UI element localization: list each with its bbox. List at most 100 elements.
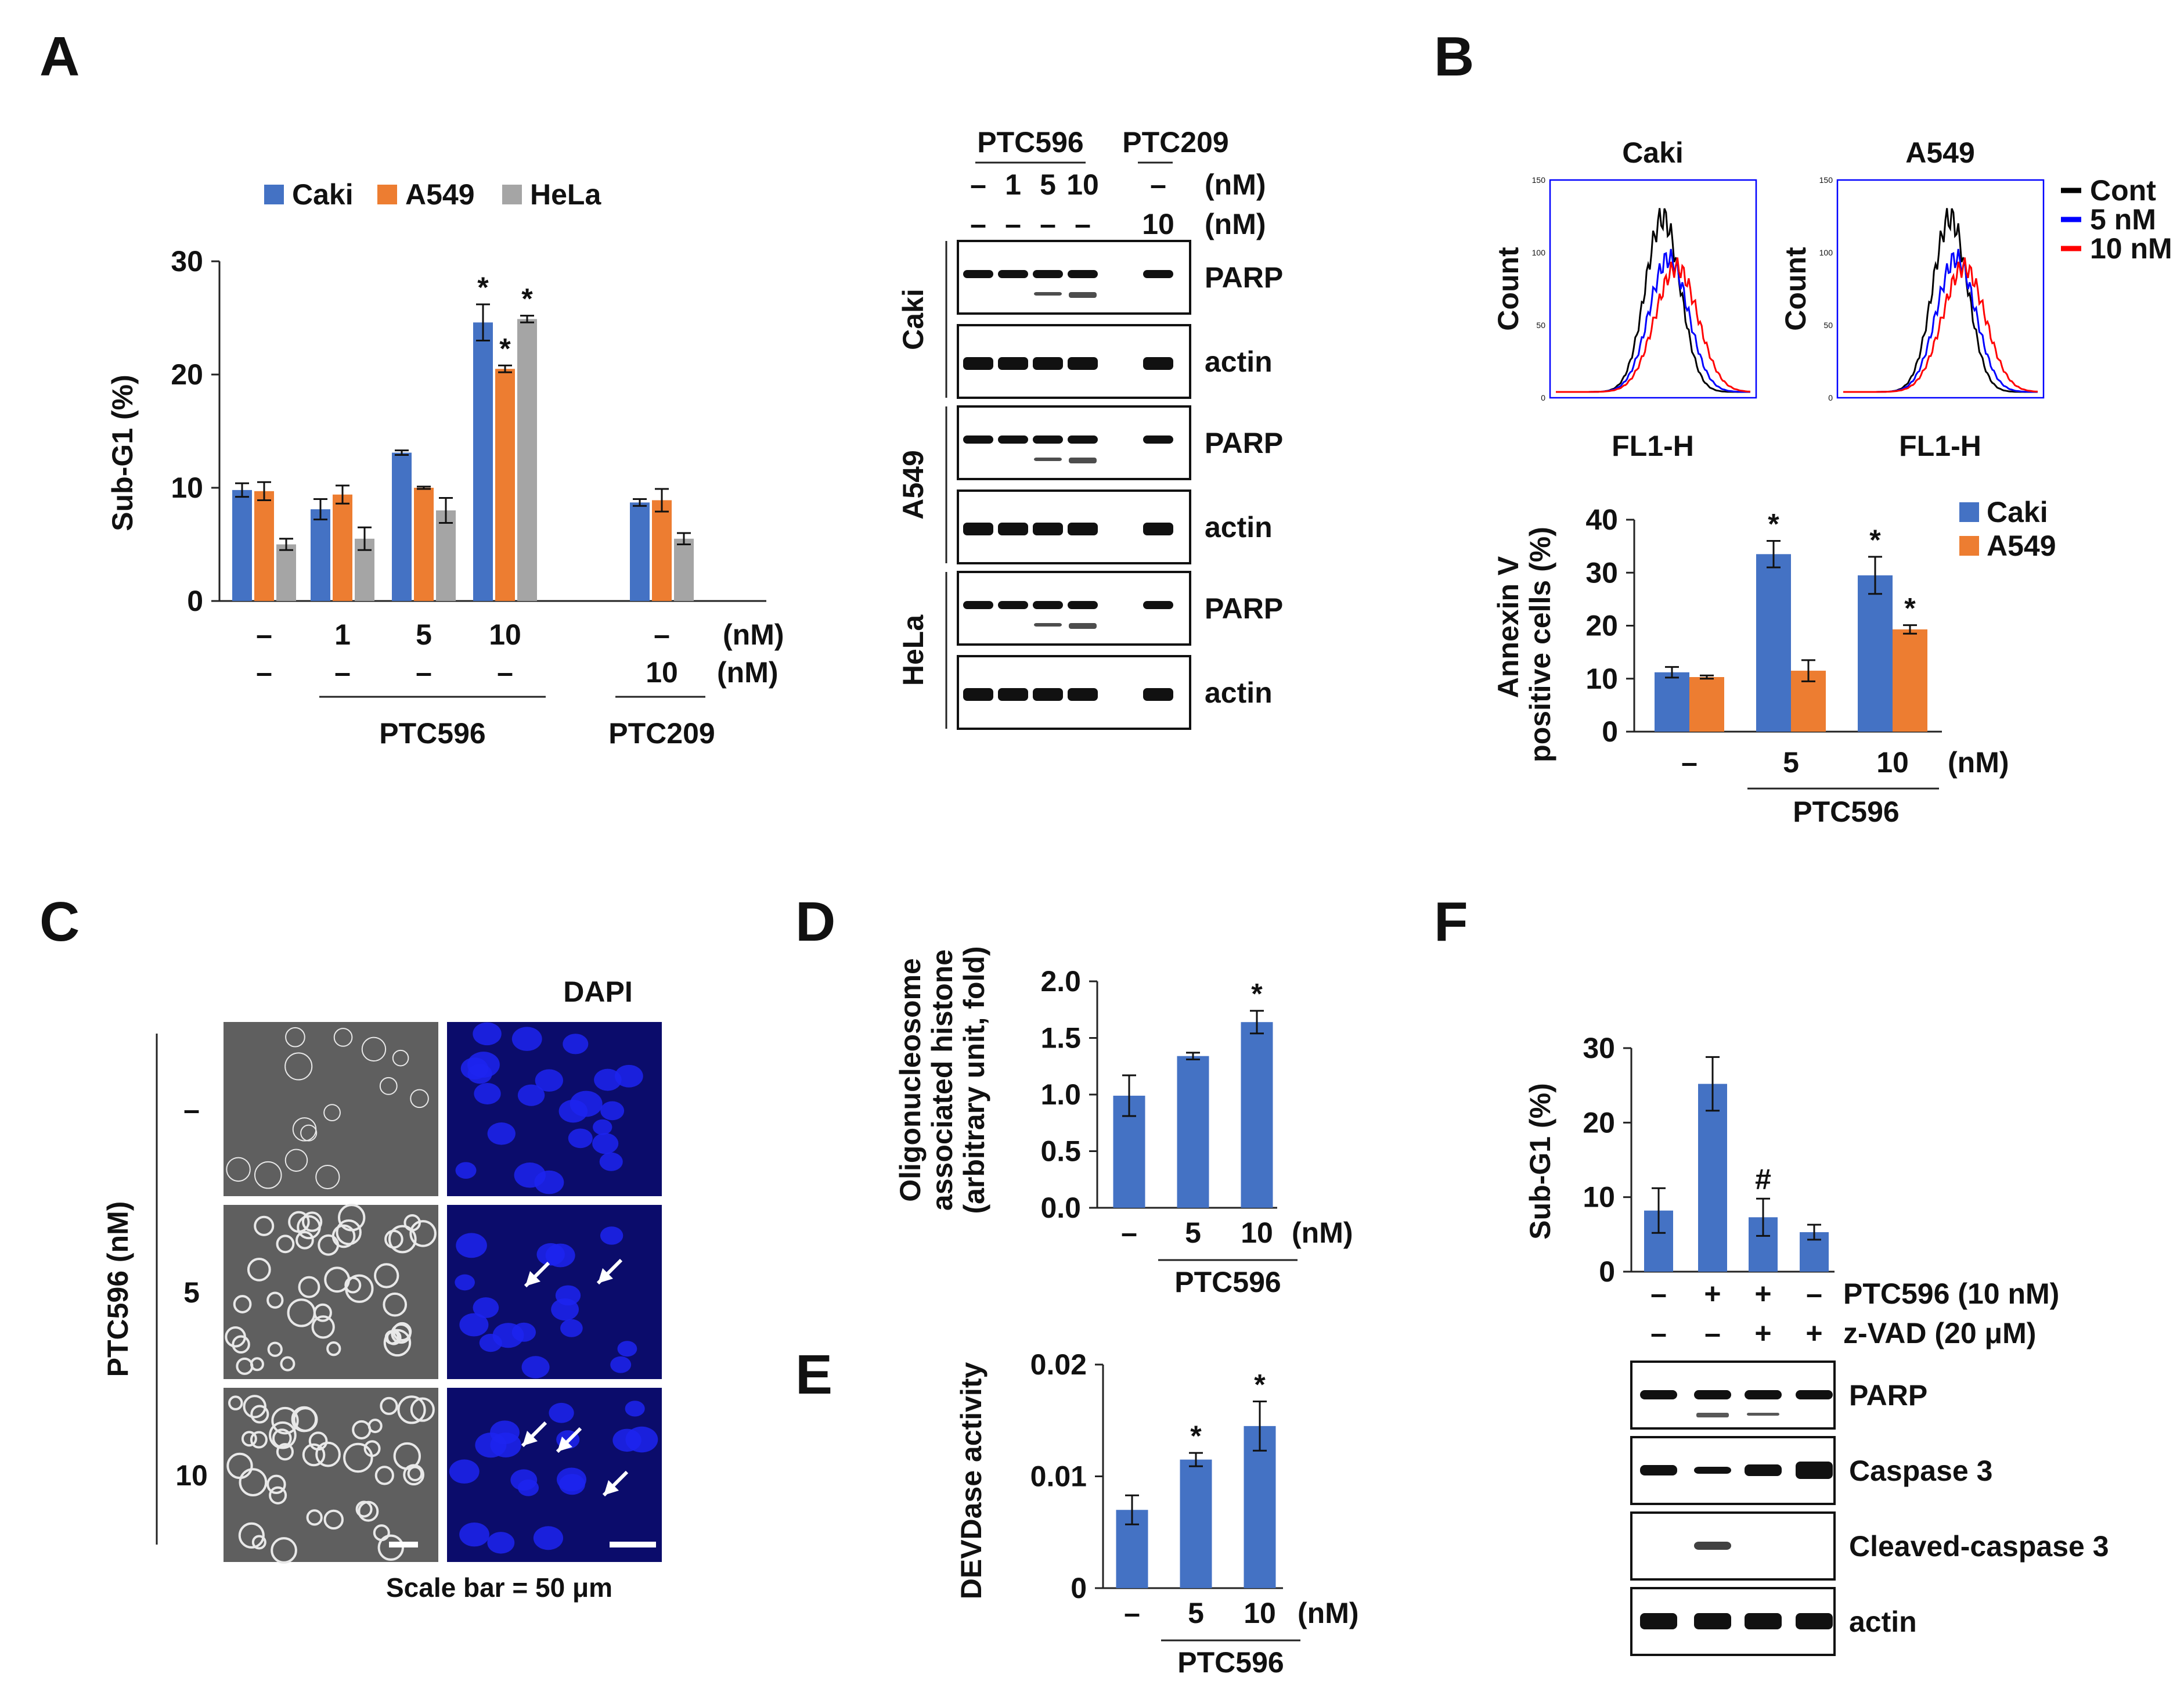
blot-a-band [998,523,1028,535]
blot-f-band [1640,1613,1677,1629]
micro-nucleus [517,1084,545,1106]
blot-a-lane-row1: – [1150,168,1166,201]
micro-cell [292,1117,317,1142]
panel-label-b: B [1434,26,1474,88]
chart-a-bar-caki [311,509,330,601]
hist-tick-label: 0 [1828,393,1833,402]
micro-cell [315,1441,341,1467]
micro-cell [247,1257,271,1282]
chart-a-bar-caki [232,490,252,601]
micro-nucleus [568,1128,593,1149]
panel-label-f: F [1434,891,1468,953]
chart-a-bar-a549 [652,500,672,601]
chart-d-ylabel-2: associated histone [926,949,958,1211]
chart-a-significance: * [521,283,533,315]
chart-f-y-tick-label: 30 [1583,1032,1615,1064]
micro-arrow-head-icon [522,1431,538,1446]
hist-legend-label: 5 nM [2090,203,2156,236]
micro-nucleus [455,1274,475,1291]
micro-nucleus [511,1322,536,1342]
micro-cell [367,1419,383,1434]
micro-cell [232,1335,250,1354]
micro-nucleus [475,1433,507,1458]
chart-a-legend-swatch [264,185,284,204]
hist-tick-label: 50 [1823,321,1833,330]
micro-dapi-header: DAPI [563,976,632,1008]
hist-legend-label: 10 nM [2090,232,2172,265]
chart-b-ptc596-label: PTC596 [1793,796,1899,828]
blot-a-ptc596-header: PTC596 [977,126,1083,159]
chart-b-bar-caki [1756,554,1791,732]
micro-nucleus [511,1027,542,1051]
chart-b-bar-a549 [1893,629,1927,732]
micro-cell [226,1452,253,1480]
chart-b-legend-label: Caki [1987,496,2048,528]
chart-a-bar-a549 [414,488,434,601]
blot-f-cleaved-band [1747,1413,1779,1416]
blot-a-band [1068,436,1098,444]
micro-cell [287,1298,316,1327]
micro-cell [298,1276,320,1298]
chart-f-y-tick-label: 10 [1583,1181,1615,1214]
blot-a-band-label: actin [1205,345,1273,378]
micro-nucleus [594,1068,622,1091]
chart-a-sub-g1: Caki A549 HeLa Sub-G1 (%) 0 10 20 30 * * * – 1 5 1… [106,178,784,750]
blot-a-group-label: HeLa [897,614,929,686]
chart-b-bar-caki [1655,672,1689,732]
hist-legend-label: Cont [2090,174,2156,207]
blot-f-band [1640,1465,1677,1475]
micro-scale-bar [389,1542,418,1547]
micro-cell [300,1124,318,1142]
chart-b-bars: * * * [1634,508,1942,733]
chart-e-y-tick-label: 0 [1071,1572,1087,1604]
chart-e-conditions: – 5 10 [1124,1597,1276,1629]
micro-row-label: 5 [183,1276,200,1309]
chart-d-category: – [1121,1216,1137,1249]
blot-a-lane-row1: 10 [1066,168,1099,201]
blot-f-band [1796,1613,1833,1629]
micro-cell [397,1395,426,1424]
micro-arrow-head-icon [604,1480,619,1495]
chart-a-ylabel: Sub-G1 (%) [106,375,139,531]
hist-xlabel: FL1-H [1612,430,1694,462]
micro-cell [297,1215,321,1240]
chart-a-legend-label: HeLa [530,178,601,211]
chart-a-bars: * * * [219,271,766,602]
micro-nucleus [592,1133,619,1154]
blot-a-band [963,688,993,701]
chart-a-unit-2: (nM) [717,656,779,689]
chart-e-bar [1244,1426,1276,1588]
micro-cell [391,1323,412,1344]
chart-a-significance: * [499,332,511,365]
micro-nucleus [615,1064,643,1088]
chart-f-bar [1698,1084,1727,1272]
blot-f-band [1694,1390,1731,1399]
chart-e-significance: * [1190,1420,1202,1452]
micro-cell [228,1395,243,1410]
chart-a-bar-caki [392,452,412,601]
micro-cell [326,1341,341,1356]
micro-nucleus [599,1152,623,1171]
chart-f-row1-sign: + [1704,1277,1721,1310]
chart-f-y-tick-label: 20 [1583,1106,1615,1139]
micro-cell [251,1535,266,1550]
chart-d-conditions: – 5 10 [1121,1216,1273,1249]
blot-a-cleaved-band [1069,623,1097,629]
micro-cell [254,1215,275,1236]
micro-nucleus [545,1243,575,1268]
blot-a-band-label: PARP [1205,261,1283,294]
micro-cell [271,1537,297,1564]
blot-a-cleaved-band [1034,292,1062,296]
micro-nucleus [455,1162,477,1179]
chart-a-conditions: – 1 5 10 – – – – – 10 (nM) (nM) [256,618,784,689]
chart-f-row1-sign: + [1754,1277,1771,1310]
chart-a-bar-caki [473,322,493,601]
micro-nucleus [474,1082,501,1104]
blot-a-band-label: actin [1205,676,1273,709]
blot-a-band [1143,688,1173,701]
micro-cell [266,1291,284,1309]
micro-arrow-head-icon [598,1268,613,1283]
chart-f-row2-sign: + [1805,1317,1822,1349]
